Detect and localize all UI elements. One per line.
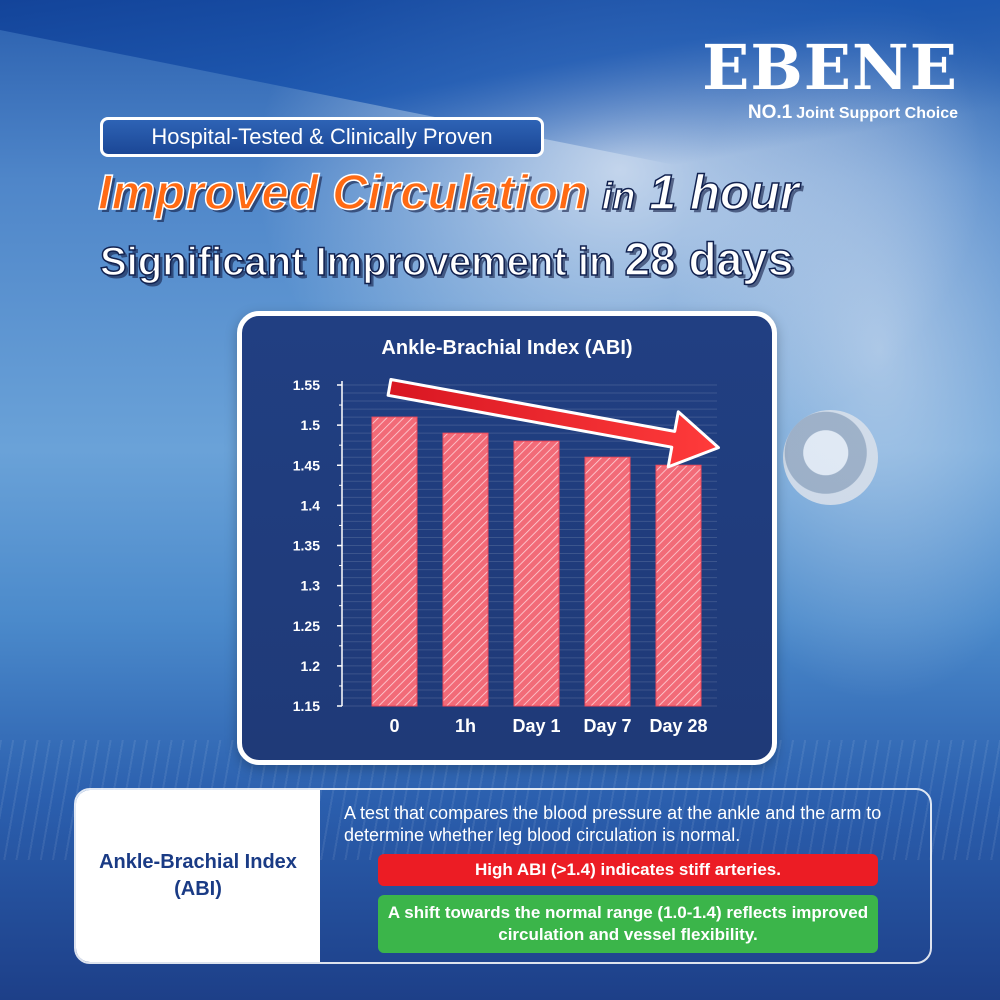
- headline-highlight: Improved Circulation: [97, 165, 589, 221]
- bar: [371, 416, 418, 707]
- x-tick-label: Day 7: [583, 716, 631, 736]
- trend-arrow: [386, 378, 720, 469]
- chart-y-axis: 1.15 1.2 1.25 1.3 1.35 1.4 1.45 1.5 1.55: [293, 377, 343, 714]
- y-tick-label: 1.15: [293, 698, 320, 714]
- abi-chart: Ankle-Brachial Index (ABI) 1.151.21.251.…: [293, 337, 720, 736]
- headline-time-1: 1 hour: [648, 165, 799, 221]
- y-tick-label: 1.4: [301, 497, 321, 513]
- abi-benefit-box: A shift towards the normal range (1.0-1.…: [378, 895, 878, 953]
- abi-warning-box: High ABI (>1.4) indicates stiff arteries…: [378, 854, 878, 886]
- stethoscope-image: [783, 410, 878, 505]
- brand-logo: EBENE NO.1 Joint Support Choice: [702, 36, 958, 124]
- bar: [655, 464, 702, 707]
- y-tick-label: 1.55: [293, 377, 320, 393]
- headline-line-2: Significant Improvement in 28 days: [99, 232, 900, 286]
- x-tick-label: 0: [389, 716, 399, 736]
- y-tick-label: 1.25: [293, 618, 320, 634]
- headline-in-2: in: [577, 239, 614, 285]
- headline-in-1: in: [601, 175, 636, 219]
- y-tick-label: 1.3: [301, 578, 321, 594]
- abi-term: Ankle-Brachial Index (ABI): [76, 790, 320, 962]
- brand-tag-no1: NO.1: [747, 102, 793, 123]
- x-tick-label: Day 1: [512, 716, 560, 736]
- abi-chart-card: Ankle-Brachial Index (ABI) 1.15 1.2 1.25 1.…: [237, 311, 777, 765]
- abi-description: A test that compares the blood pressure …: [344, 803, 882, 845]
- y-tick-label: 1.5: [301, 417, 321, 433]
- y-tick-label: 1.2: [301, 658, 321, 674]
- y-tick-label: 1.35: [293, 538, 320, 554]
- headline-improvement: Significant Improvement: [99, 239, 567, 285]
- brand-tagline: NO.1 Joint Support Choice: [702, 102, 958, 124]
- bar: [513, 440, 560, 707]
- bar: [442, 432, 489, 707]
- x-tick-label: Day 28: [649, 716, 707, 736]
- clinical-badge: Hospital-Tested & Clinically Proven: [100, 117, 544, 157]
- bar: [584, 456, 631, 707]
- headline-line-1: Improved Circulation in 1 hour: [97, 165, 898, 221]
- headline-time-2: 28 days: [624, 232, 794, 286]
- y-tick-label: 1.45: [293, 457, 320, 473]
- abi-info-card: Ankle-Brachial Index (ABI) A test that c…: [74, 788, 932, 964]
- brand-tag-text: Joint Support Choice: [796, 105, 958, 122]
- x-tick-label: 1h: [455, 716, 476, 736]
- brand-name: EBENE: [702, 31, 958, 104]
- trend-arrow-shape: [386, 378, 720, 469]
- chart-bars: [371, 416, 702, 707]
- chart-title: Ankle-Brachial Index (ABI): [381, 337, 632, 359]
- chart-x-axis: 0 1h Day 1 Day 7 Day 28: [389, 716, 707, 736]
